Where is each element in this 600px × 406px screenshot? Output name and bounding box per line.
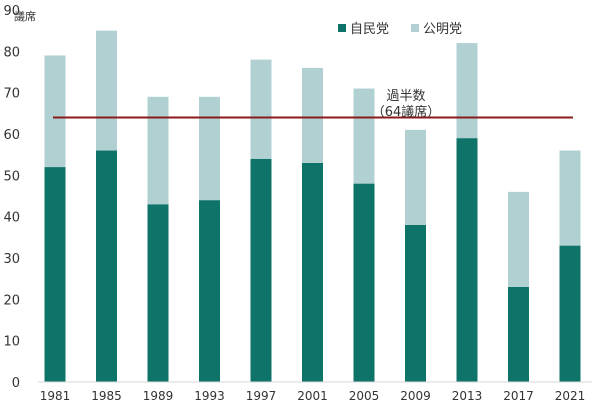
- y-tick-label: 40: [3, 211, 20, 226]
- x-tick-label: 2017: [503, 389, 534, 403]
- bar-ldp: [44, 167, 66, 382]
- bar-ldp: [405, 224, 426, 382]
- bar-komeito: [44, 55, 66, 168]
- bar-komeito: [559, 150, 581, 246]
- x-tick-label: 2001: [297, 389, 328, 403]
- bar-ldp: [147, 204, 169, 382]
- bar-komeito: [199, 96, 220, 201]
- majority-label-2: （64議席）: [372, 104, 441, 120]
- x-tick-label: 1997: [246, 389, 277, 403]
- bar-ldp: [559, 245, 581, 382]
- legend-label-ldp: 自民党: [350, 22, 389, 37]
- x-tick-label: 1989: [143, 389, 174, 403]
- bar-ldp: [456, 138, 478, 382]
- bar-ldp: [302, 162, 323, 382]
- legend-swatch-ldp: [338, 24, 346, 32]
- bar-komeito: [147, 96, 169, 205]
- bar-komeito: [456, 43, 478, 139]
- bar-komeito: [250, 59, 272, 159]
- bar-ldp: [96, 150, 117, 382]
- bar-komeito: [508, 191, 529, 287]
- x-tick-label: 2005: [349, 389, 380, 403]
- y-tick-label: 30: [3, 252, 20, 267]
- bar-ldp: [508, 286, 529, 382]
- y-tick-label: 20: [3, 293, 20, 308]
- legend-label-komeito: 公明党: [423, 22, 462, 37]
- y-tick-label: 80: [3, 45, 20, 60]
- y-tick-label: 50: [3, 169, 20, 184]
- y-tick-label: 10: [3, 335, 20, 350]
- bar-komeito: [353, 88, 375, 184]
- bar-ldp: [353, 183, 375, 382]
- legend: 自民党 公明党: [338, 22, 462, 37]
- y-tick-label: 70: [3, 87, 20, 102]
- x-tick-label: 1981: [40, 389, 71, 403]
- bar-komeito: [302, 67, 323, 163]
- x-tick-label: 2021: [555, 389, 586, 403]
- y-tick-label: 60: [3, 128, 20, 143]
- bar-ldp: [250, 158, 272, 382]
- bar-ldp: [199, 200, 220, 382]
- x-tick-label: 1985: [91, 389, 122, 403]
- y-tick-label: 90: [3, 4, 20, 19]
- y-axis-label: 議席: [14, 9, 36, 23]
- bar-komeito: [405, 129, 426, 225]
- majority-label-1: 過半数: [386, 89, 425, 104]
- legend-swatch-komeito: [411, 24, 419, 32]
- bar-komeito: [96, 30, 117, 151]
- x-tick-label: 2009: [400, 389, 431, 403]
- x-tick-label: 1993: [194, 389, 225, 403]
- y-tick-label: 0: [12, 376, 20, 391]
- x-tick-label: 2013: [452, 389, 483, 403]
